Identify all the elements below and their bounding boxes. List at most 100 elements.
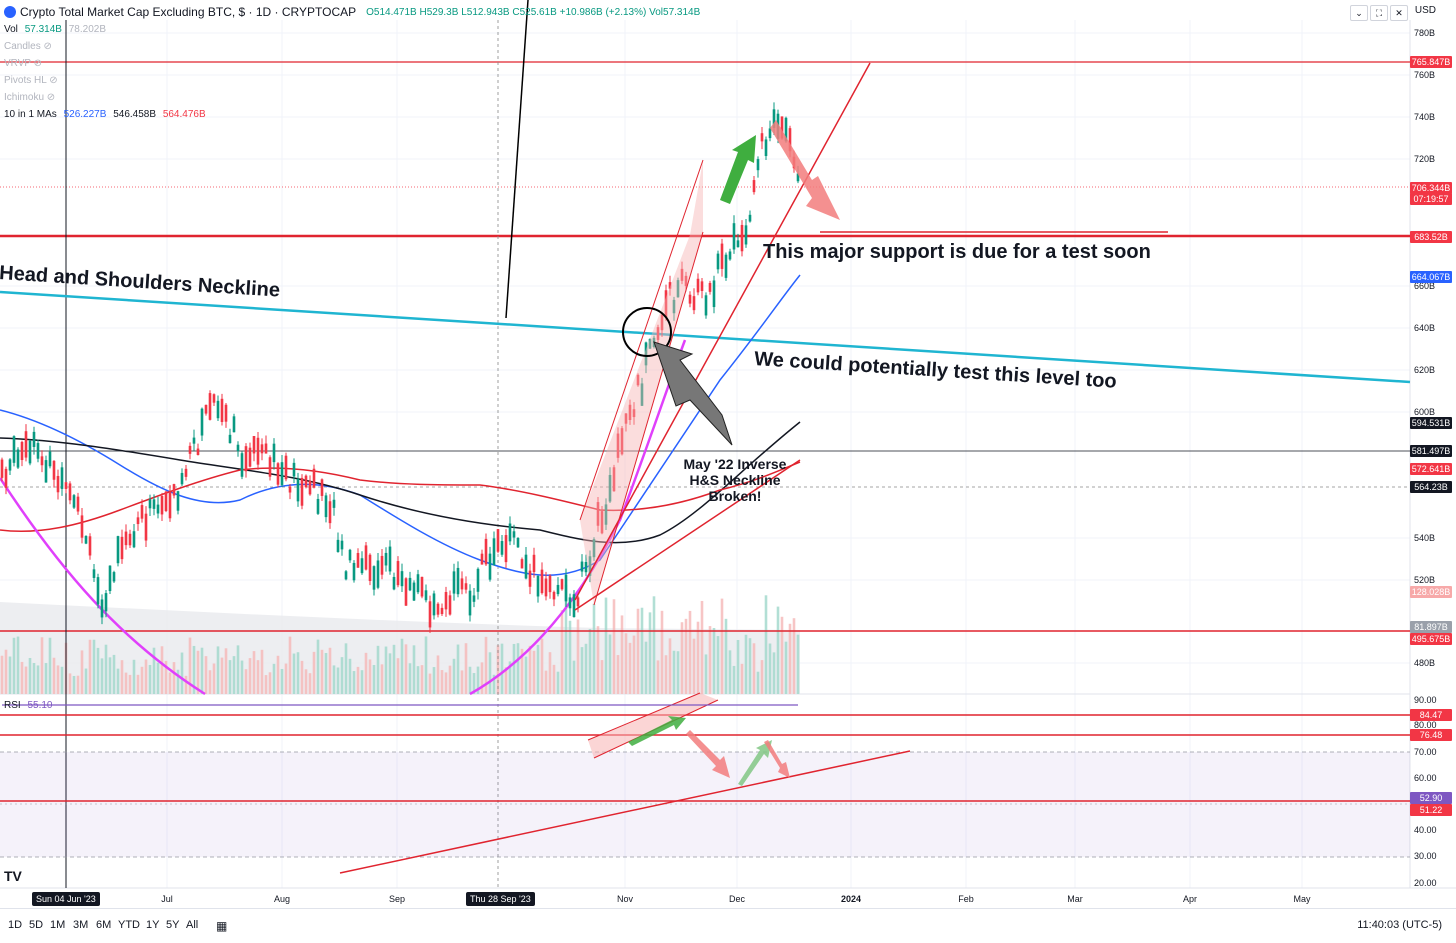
range-3m-button[interactable]: 3M [73,919,89,931]
candle-body [672,299,676,314]
volume-bar [628,642,632,694]
price-tick: 720B [1414,154,1436,164]
calendar-icon[interactable]: ▦ [216,919,228,933]
candle-body [172,484,176,496]
volume-bar [788,623,792,694]
candle-body [516,537,520,548]
volume-bar [716,636,720,694]
volume-bar [408,663,412,694]
time-tick: 2024 [840,894,862,904]
volume-legend[interactable]: Vol 57.314B 78.202B [4,24,106,35]
candle-body [600,511,604,534]
indicator-ichimoku[interactable]: Ichimoku ⊘ [4,92,56,103]
candle-body [100,599,104,618]
volume-bar [136,674,140,694]
range-5y-button[interactable]: 5Y [166,919,180,931]
candle-body [732,223,736,250]
range-6m-button[interactable]: 6M [96,919,112,931]
volume-bar [784,641,788,694]
candle-body [340,540,344,550]
volume-bar [180,652,184,694]
rsi-badge: 76.48 [1410,729,1452,741]
candle-body [440,607,444,615]
candle-body [28,440,32,464]
volume-bar [796,634,800,694]
volume-bar [148,664,152,694]
candle-body [280,462,284,486]
candle-body [772,109,776,128]
candle-body [416,574,420,593]
utc-clock[interactable]: 11:40:03 (UTC-5) [1357,919,1442,931]
range-all-button[interactable]: All [186,919,199,931]
ohlc-values: O514.471B H529.3B L512.943B C525.61B +10… [366,6,701,18]
parabolic-curve [0,339,687,696]
volume-bar [240,660,244,694]
hs-neckline [0,290,1411,384]
candle-body [596,502,600,526]
time-highlight-left: Sun 04 Jun '23 [32,892,100,906]
support-annotation[interactable]: This major support is due for a test soo… [763,241,1151,263]
rsi-tick: 90.00 [1414,695,1437,705]
price-badge: 706.344B [1410,182,1452,194]
inverse-hs-annotation[interactable]: May '22 Inverse H&S Neckline Broken! [683,456,787,504]
volume-bar [360,670,364,694]
candle-body [228,434,232,444]
candle-body [548,575,552,593]
candle-body [552,591,556,600]
volume-bar [720,598,724,694]
candle-body [712,280,716,308]
volume-bar [8,656,12,694]
volume-bar [436,655,440,694]
candle-body [320,479,324,496]
volume-bar [768,643,772,694]
volume-bar [0,655,4,694]
candle-body [664,290,668,318]
fullscreen-icon[interactable]: ⛶ [1370,5,1388,21]
volume-bar [316,639,320,694]
time-tick: May [1293,894,1311,904]
volume-bar [428,673,432,694]
price-badge: 683.52B [1410,231,1452,243]
candle-body [84,535,88,544]
rsi-badge: 52.90 [1410,792,1452,804]
mas-legend[interactable]: 10 in 1 MAs 526.227B 546.458B 564.476B [4,109,206,120]
candle-body [240,453,244,477]
indicator-pivots[interactable]: Pivots HL ⊘ [4,75,58,86]
candle-body [488,553,492,580]
currency-selector[interactable]: USD [1414,5,1436,16]
candle-body [680,268,684,281]
range-1d-button[interactable]: 1D [8,919,23,931]
candle-body [556,584,560,595]
range-1m-button[interactable]: 1M [50,919,66,931]
candle-body [324,495,328,518]
volume-bar [372,664,376,694]
indicator-vrvp[interactable]: VRVP ⊘ [4,58,43,69]
volume-bar [600,660,604,694]
volume-bar [276,655,280,694]
hidden-eye-icon: ⊘ [43,41,52,52]
price-tick: 640B [1414,323,1436,333]
chart-header[interactable]: Crypto Total Market Cap Excluding BTC, $… [4,5,700,19]
ma-blue [0,274,801,576]
volume-bar [644,641,648,694]
rsi-legend[interactable]: RSI 55.10 [4,700,53,711]
hidden-eye-icon: ⊘ [46,92,56,103]
candle-body [200,408,204,436]
volume-bar [184,675,188,694]
range-5d-button[interactable]: 5D [29,919,44,931]
candle-body [368,554,372,582]
collapse-icon[interactable]: ⌄ [1350,5,1368,21]
candle-body [688,294,692,304]
price-tick: 520B [1414,575,1436,585]
indicator-candles[interactable]: Candles ⊘ [4,41,52,52]
range-1y-button[interactable]: 1Y [146,919,160,931]
price-badge[interactable]: 564.23B [1410,481,1452,493]
rsi-tick: 70.00 [1414,747,1437,757]
candle-body [612,467,616,492]
close-icon[interactable]: ✕ [1390,5,1408,21]
symbol-title[interactable]: Crypto Total Market Cap Excluding BTC, $… [20,5,357,19]
range-ytd-button[interactable]: YTD [118,919,140,931]
candle-body [472,595,476,602]
trend-support-line [574,62,871,601]
